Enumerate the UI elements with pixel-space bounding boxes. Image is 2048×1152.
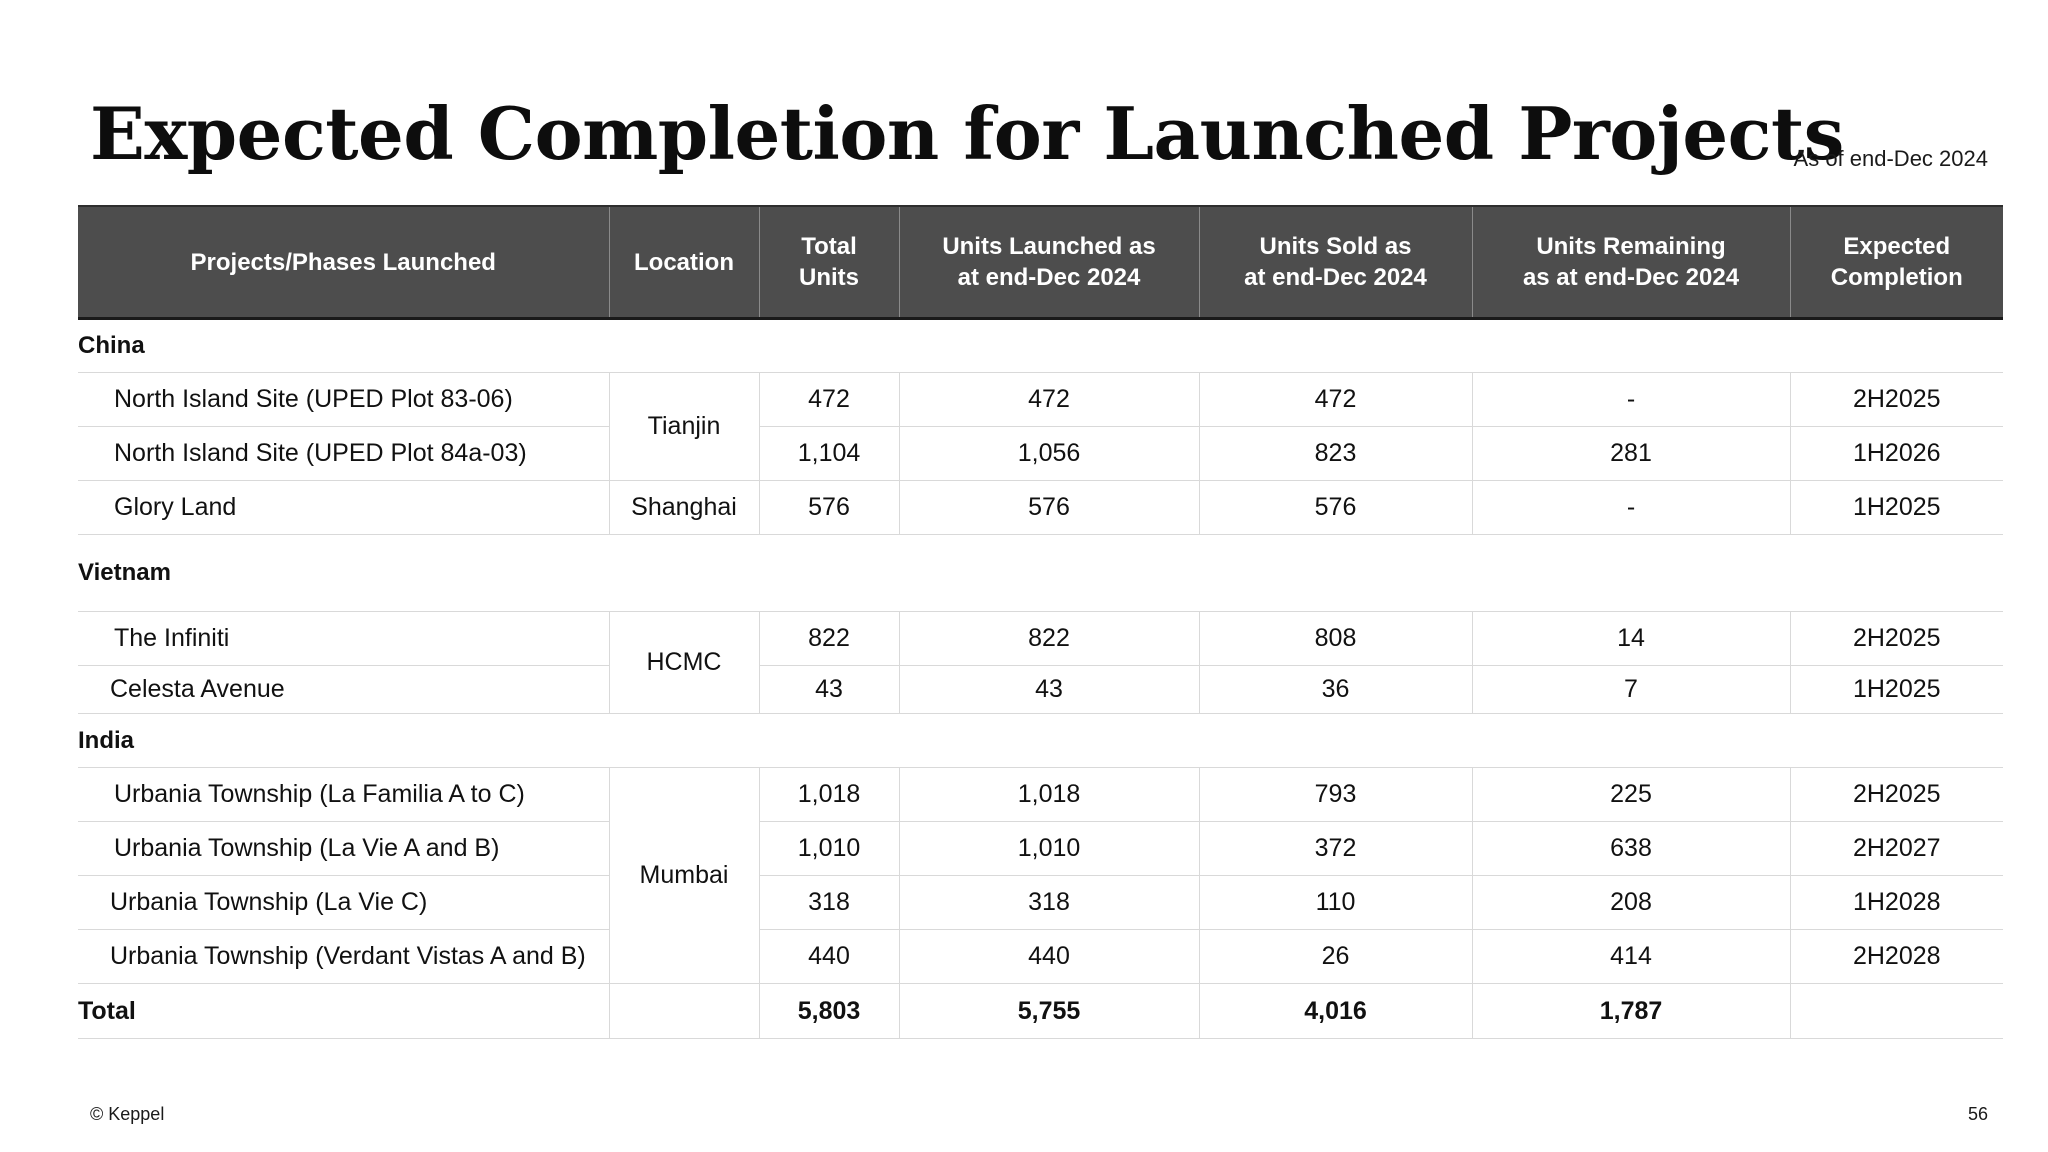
total-units: 43 — [759, 665, 900, 714]
project-name: North Island Site (UPED Plot 84a-03) — [78, 426, 610, 481]
total-units: 440 — [759, 929, 900, 984]
col-header-units-sold: Units Sold as at end-Dec 2024 — [1199, 205, 1473, 320]
section-row-india: India — [78, 713, 2003, 768]
units-remaining: 208 — [1472, 875, 1791, 930]
expected-completion: 2H2027 — [1790, 821, 2003, 876]
units-remaining: 414 — [1472, 929, 1791, 984]
table-row: Celesta Avenue 43 43 36 7 1H2025 — [78, 665, 2003, 714]
copyright: © Keppel — [90, 1104, 165, 1124]
expected-completion: 2H2028 — [1790, 929, 2003, 984]
col-header-units-launched: Units Launched as at end-Dec 2024 — [899, 205, 1200, 320]
page-number: 56 — [1967, 1104, 1988, 1124]
units-sold: 576 — [1199, 480, 1473, 535]
table-row: Glory Land Shanghai 576 576 576 - 1H2025 — [78, 480, 2003, 535]
expected-completion: 1H2025 — [1790, 665, 2003, 714]
table-header-row: Projects/Phases Launched Location Total … — [78, 205, 2003, 320]
col-header-location: Location — [609, 205, 760, 320]
units-remaining: - — [1472, 372, 1791, 427]
col-header-units-remaining: Units Remaining as at end-Dec 2024 — [1472, 205, 1791, 320]
section-label: Vietnam — [78, 534, 2003, 612]
units-launched-sum: 5,755 — [899, 983, 1200, 1039]
units-sold: 372 — [1199, 821, 1473, 876]
completion-table: Projects/Phases Launched Location Total … — [78, 205, 2003, 1039]
location-cell: Shanghai — [609, 480, 760, 535]
expected-completion: 1H2025 — [1790, 480, 2003, 535]
units-launched: 318 — [899, 875, 1200, 930]
project-name: Celesta Avenue — [78, 665, 610, 714]
expected-completion: 2H2025 — [1790, 611, 2003, 666]
units-sold: 110 — [1199, 875, 1473, 930]
as-of-date: As of end-Dec 2024 — [1793, 146, 1988, 171]
table-row: North Island Site (UPED Plot 84a-03) 1,1… — [78, 426, 2003, 481]
units-launched: 1,018 — [899, 767, 1200, 822]
units-remaining: 225 — [1472, 767, 1791, 822]
project-name: Urbania Township (La Familia A to C) — [78, 767, 610, 822]
col-header-expected-completion: Expected Completion — [1790, 205, 2003, 320]
expected-completion: 2H2025 — [1790, 767, 2003, 822]
project-name: Glory Land — [78, 480, 610, 535]
project-name: Urbania Township (Verdant Vistas A and B… — [78, 929, 610, 984]
units-remaining: 7 — [1472, 665, 1791, 714]
table-row: Urbania Township (La Vie C) 318 318 110 … — [78, 875, 2003, 930]
total-units: 822 — [759, 611, 900, 666]
project-name: Urbania Township (La Vie C) — [78, 875, 610, 930]
units-remaining: 281 — [1472, 426, 1791, 481]
expected-completion: 2H2025 — [1790, 372, 2003, 427]
project-name: The Infiniti — [78, 611, 610, 666]
location-cell: HCMC — [609, 611, 760, 714]
units-launched: 822 — [899, 611, 1200, 666]
units-sold: 472 — [1199, 372, 1473, 427]
units-remaining-sum: 1,787 — [1472, 983, 1791, 1039]
units-remaining: 14 — [1472, 611, 1791, 666]
project-name: Urbania Township (La Vie A and B) — [78, 821, 610, 876]
units-launched: 1,010 — [899, 821, 1200, 876]
table-row: North Island Site (UPED Plot 83-06) Tian… — [78, 372, 2003, 481]
total-units: 1,104 — [759, 426, 900, 481]
table-row: The Infiniti HCMC 822 822 808 14 2H2025 — [78, 611, 2003, 714]
units-sold: 26 — [1199, 929, 1473, 984]
page-title: Expected Completion for Launched Project… — [90, 91, 1844, 176]
total-label: Total — [78, 983, 610, 1039]
project-name: North Island Site (UPED Plot 83-06) — [78, 372, 610, 427]
location-cell: Mumbai — [609, 767, 760, 984]
section-row-china: China — [78, 318, 2003, 373]
col-header-project: Projects/Phases Launched — [78, 205, 610, 320]
location-cell: Tianjin — [609, 372, 760, 481]
total-units: 576 — [759, 480, 900, 535]
expected-completion-empty — [1790, 983, 2003, 1039]
expected-completion: 1H2026 — [1790, 426, 2003, 481]
units-launched: 576 — [899, 480, 1200, 535]
units-sold: 808 — [1199, 611, 1473, 666]
units-sold-sum: 4,016 — [1199, 983, 1473, 1039]
table-row: Urbania Township (La Vie A and B) 1,010 … — [78, 821, 2003, 876]
units-remaining: 638 — [1472, 821, 1791, 876]
total-units-sum: 5,803 — [759, 983, 900, 1039]
units-launched: 472 — [899, 372, 1200, 427]
col-header-total-units: Total Units — [759, 205, 900, 320]
total-units: 1,018 — [759, 767, 900, 822]
units-launched: 440 — [899, 929, 1200, 984]
total-units: 1,010 — [759, 821, 900, 876]
total-row: Total 5,803 5,755 4,016 1,787 — [78, 983, 2003, 1039]
units-sold: 793 — [1199, 767, 1473, 822]
table-row: Urbania Township (La Familia A to C) Mum… — [78, 767, 2003, 984]
expected-completion: 1H2028 — [1790, 875, 2003, 930]
units-launched: 1,056 — [899, 426, 1200, 481]
units-launched: 43 — [899, 665, 1200, 714]
table-row: Urbania Township (Verdant Vistas A and B… — [78, 929, 2003, 984]
section-label: India — [78, 713, 2003, 768]
units-sold: 823 — [1199, 426, 1473, 481]
total-units: 318 — [759, 875, 900, 930]
section-label: China — [78, 318, 2003, 373]
total-units: 472 — [759, 372, 900, 427]
section-row-vietnam: Vietnam — [78, 534, 2003, 612]
units-sold: 36 — [1199, 665, 1473, 714]
total-location-empty — [609, 983, 760, 1039]
units-remaining: - — [1472, 480, 1791, 535]
